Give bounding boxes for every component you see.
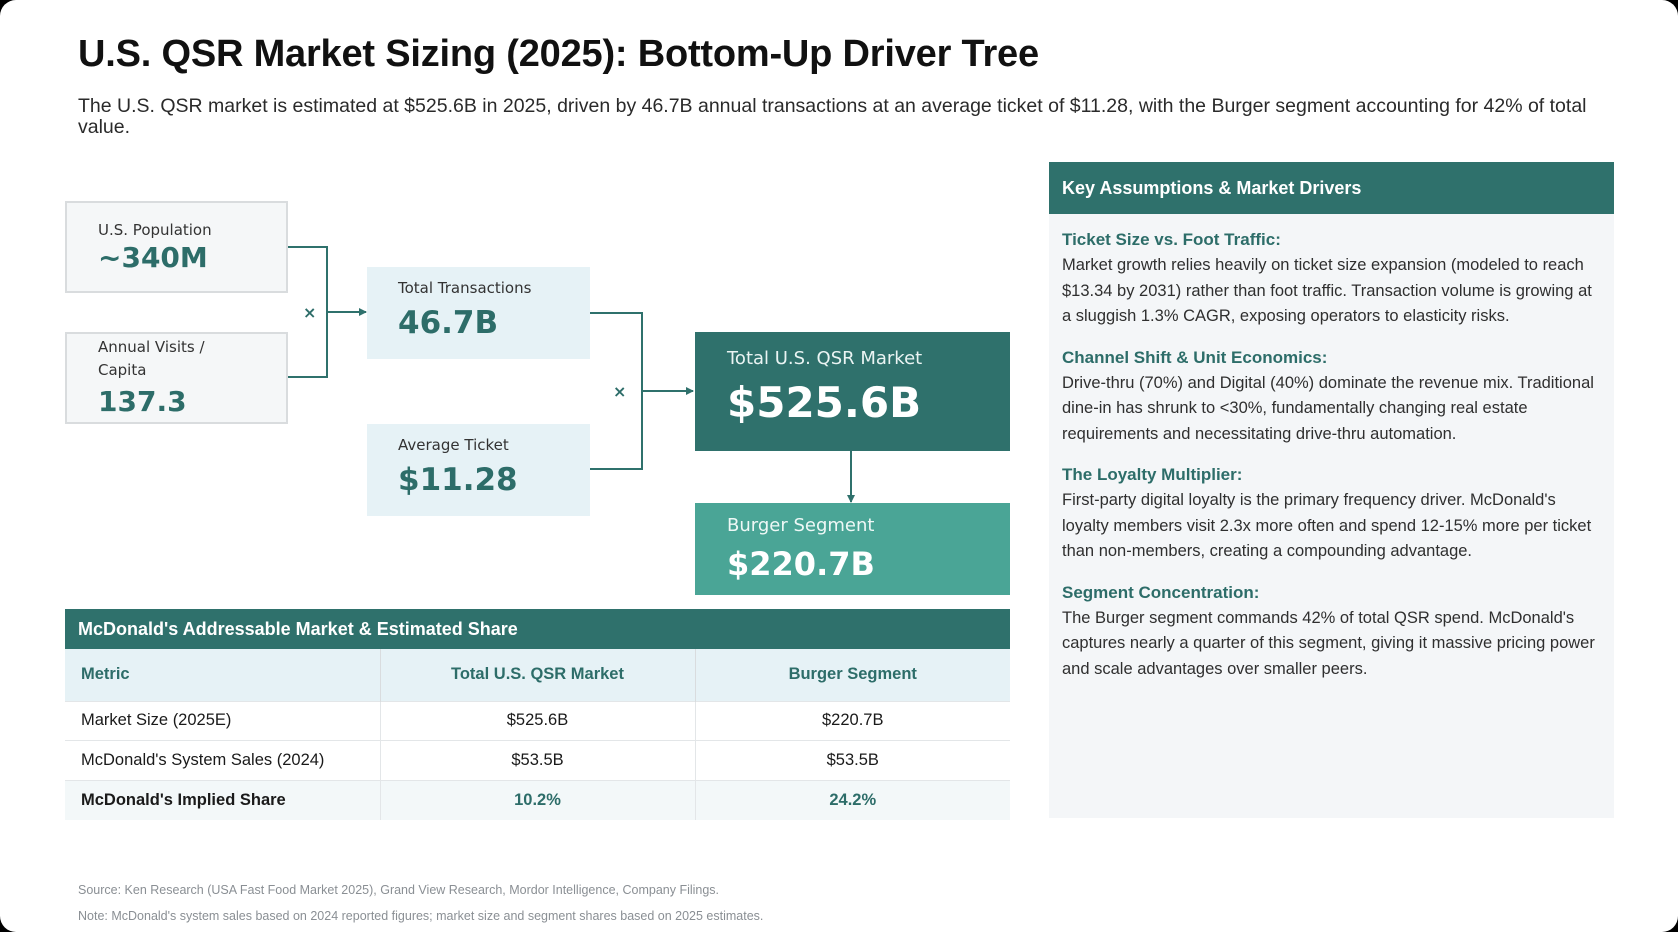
table-header: Burger Segment bbox=[695, 649, 1010, 701]
assumption-text: The Burger segment commands 42% of total… bbox=[1062, 608, 1595, 678]
population-label: U.S. Population bbox=[98, 221, 212, 239]
tree-connectors bbox=[288, 246, 855, 503]
visits-value: 137.3 bbox=[98, 385, 187, 418]
assumption-section: Ticket Size vs. Foot Traffic: Market gro… bbox=[1062, 230, 1601, 330]
multiply-operator: × bbox=[303, 303, 317, 322]
assumption-heading: Ticket Size vs. Foot Traffic: bbox=[1062, 230, 1281, 249]
assumption-section: Segment Concentration: The Burger segmen… bbox=[1062, 583, 1601, 683]
visits-box: Annual Visits / Capita 137.3 bbox=[65, 332, 288, 424]
ticket-box: Average Ticket $11.28 bbox=[367, 424, 590, 516]
burger-segment-value: $220.7B bbox=[727, 545, 875, 583]
table-cell: $525.6B bbox=[380, 700, 696, 741]
assumption-text: Drive-thru (70%) and Digital (40%) domin… bbox=[1062, 373, 1594, 443]
table-cell: 24.2% bbox=[695, 779, 1010, 820]
assumption-heading: The Loyalty Multiplier: bbox=[1062, 465, 1243, 484]
visits-label: Annual Visits / Capita bbox=[98, 338, 205, 379]
transactions-value: 46.7B bbox=[398, 305, 499, 341]
assumption-heading: Channel Shift & Unit Economics: bbox=[1062, 347, 1328, 367]
assumptions-panel-title: Key Assumptions & Market Drivers bbox=[1049, 162, 1614, 214]
page-subtitle: The U.S. QSR market is estimated at $525… bbox=[78, 95, 1587, 138]
ticket-label: Average Ticket bbox=[398, 436, 509, 454]
table-header: Total U.S. QSR Market bbox=[380, 649, 696, 701]
table-row: Market Size (2025E) $525.6B $220.7B bbox=[65, 700, 1010, 741]
burger-segment-label: Burger Segment bbox=[727, 515, 875, 536]
table-header-row: Metric Total U.S. QSR Market Burger Segm… bbox=[65, 649, 1010, 701]
table-row: McDonald's Implied Share 10.2% 24.2% bbox=[65, 779, 1010, 820]
assumptions-panel: Ticket Size vs. Foot Traffic: Market gro… bbox=[1049, 214, 1614, 818]
share-table-title: McDonald's Addressable Market & Estimate… bbox=[65, 609, 1010, 649]
multiply-operator: × bbox=[613, 382, 627, 401]
ticket-value: $11.28 bbox=[398, 462, 518, 498]
share-table: Metric Total U.S. QSR Market Burger Segm… bbox=[65, 649, 1010, 820]
table-header: Metric bbox=[65, 649, 381, 701]
assumption-section: The Loyalty Multiplier: First-party digi… bbox=[1062, 465, 1601, 565]
total-market-box: Total U.S. QSR Market $525.6B bbox=[695, 332, 1010, 451]
population-box: U.S. Population ~340M bbox=[65, 201, 288, 293]
table-row: McDonald's System Sales (2024) $53.5B $5… bbox=[65, 740, 1010, 780]
assumption-text: Market growth relies heavily on ticket s… bbox=[1062, 256, 1592, 325]
transactions-box: Total Transactions 46.7B bbox=[367, 267, 590, 359]
assumption-text: First-party digital loyalty is the prima… bbox=[1062, 491, 1592, 560]
note-footnote: Note: McDonald's system sales based on 2… bbox=[78, 909, 764, 923]
table-cell: McDonald's Implied Share bbox=[65, 779, 381, 820]
page-title: U.S. QSR Market Sizing (2025): Bottom-Up… bbox=[78, 33, 1039, 75]
total-market-label: Total U.S. QSR Market bbox=[727, 348, 923, 369]
source-footnote: Source: Ken Research (USA Fast Food Mark… bbox=[78, 883, 720, 897]
total-market-value: $525.6B bbox=[727, 378, 922, 427]
table-cell: $220.7B bbox=[695, 700, 1010, 741]
population-value: ~340M bbox=[98, 241, 208, 274]
table-cell: Market Size (2025E) bbox=[65, 700, 381, 741]
table-cell: $53.5B bbox=[380, 740, 696, 780]
transactions-label: Total Transactions bbox=[398, 279, 532, 297]
assumption-heading: Segment Concentration: bbox=[1062, 582, 1260, 602]
table-cell: $53.5B bbox=[695, 740, 1010, 780]
table-cell: 10.2% bbox=[380, 779, 696, 820]
burger-segment-box: Burger Segment $220.7B bbox=[695, 503, 1010, 595]
table-cell: McDonald's System Sales (2024) bbox=[65, 740, 381, 780]
assumption-section: Channel Shift & Unit Economics: Drive-th… bbox=[1062, 348, 1601, 448]
